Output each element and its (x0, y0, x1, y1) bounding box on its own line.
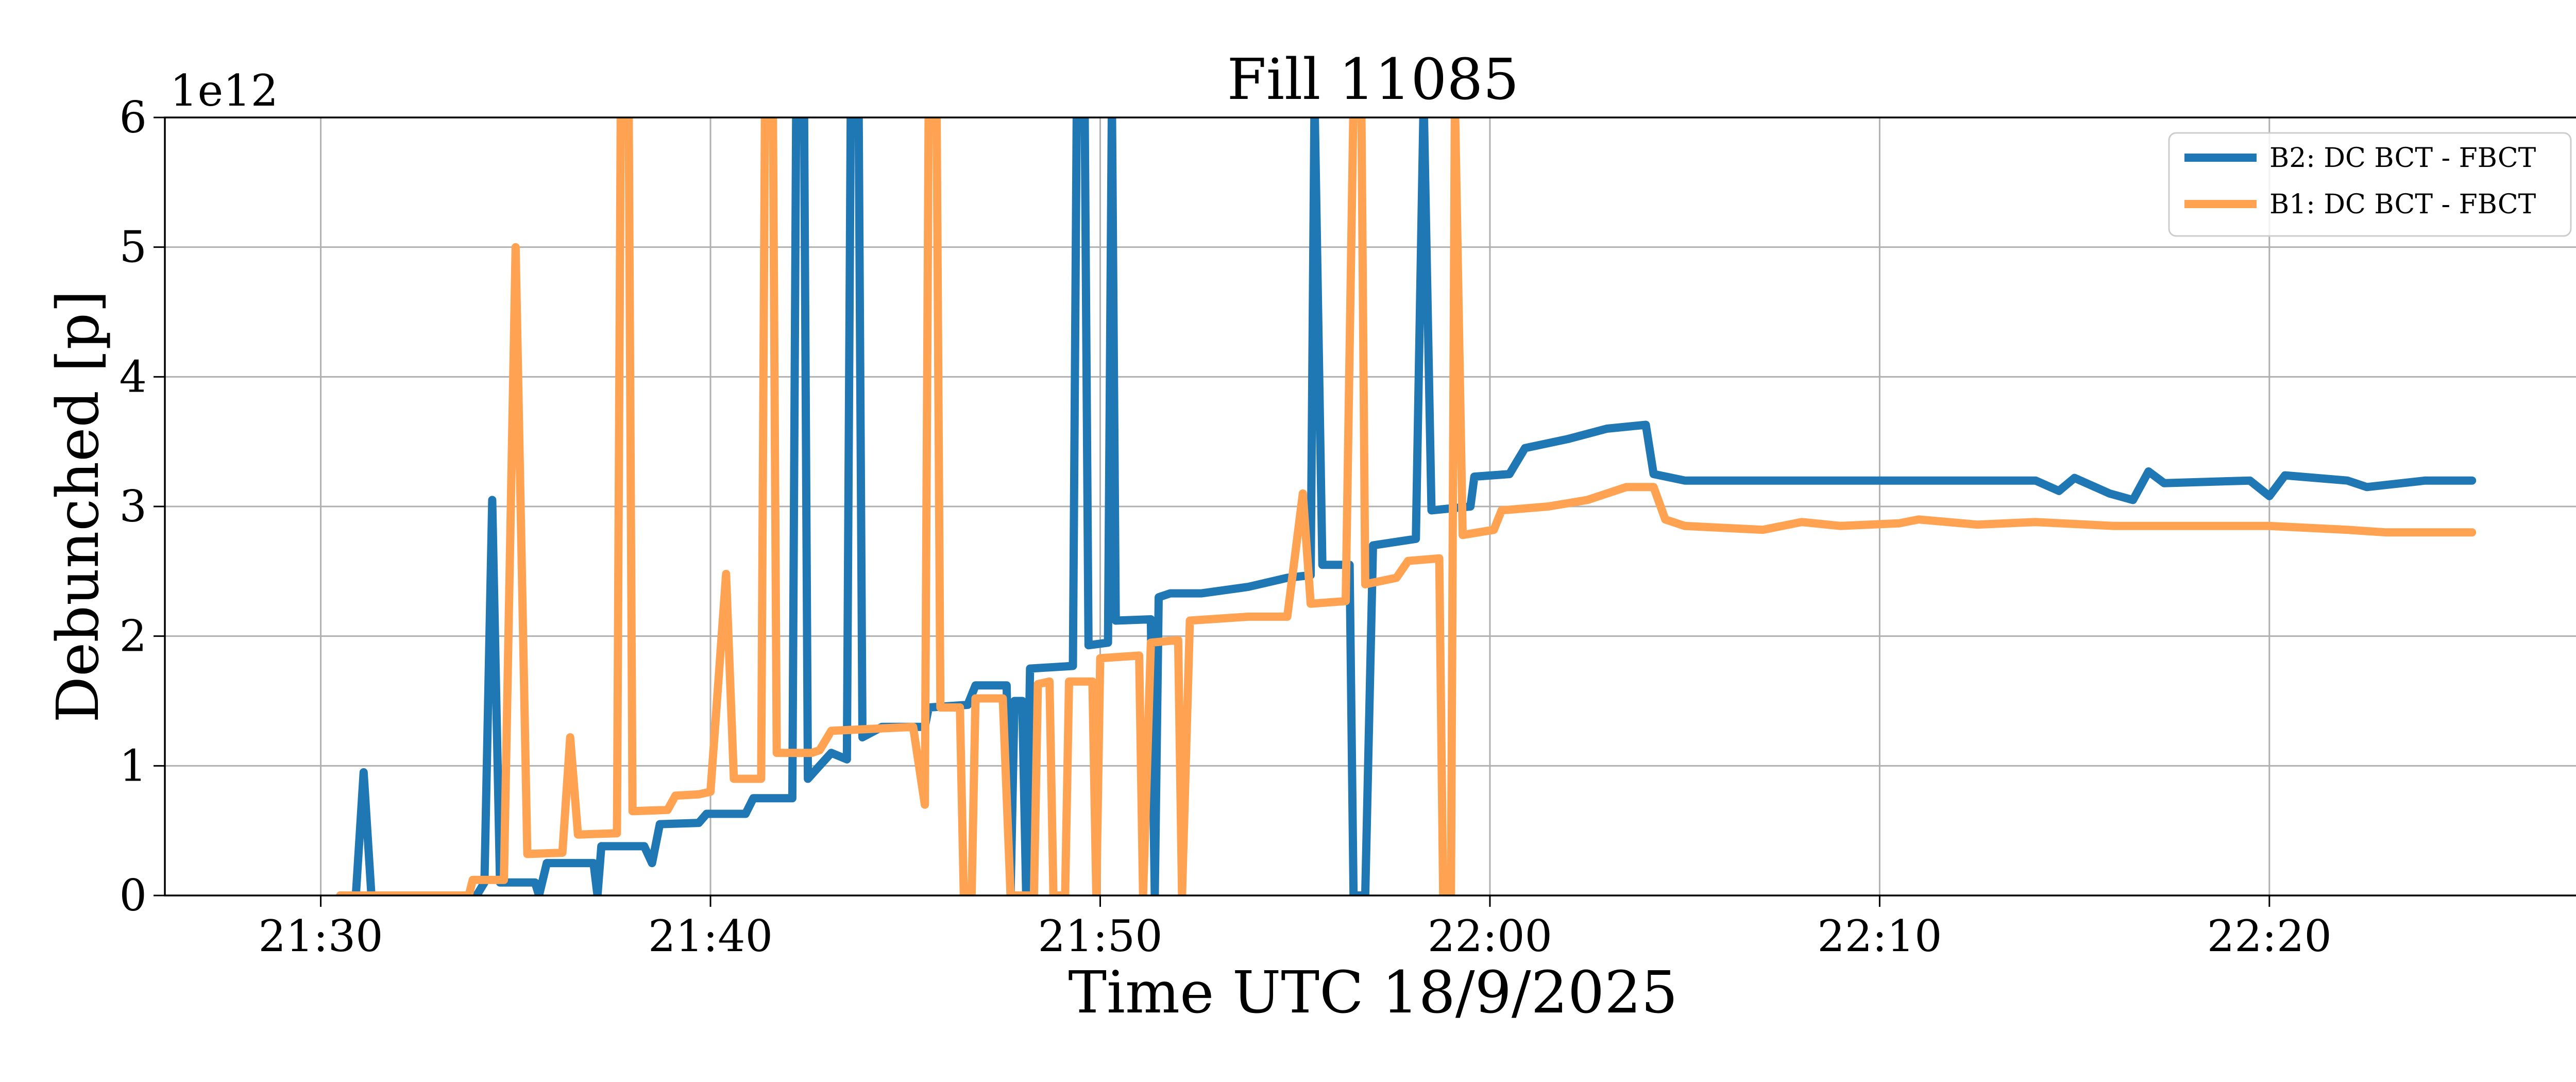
y-tick-label: 3 (120, 481, 147, 532)
series-line-b2 (336, 117, 2477, 895)
x-tick-label: 22:10 (1817, 911, 1942, 961)
series-layer (336, 117, 2477, 895)
y-axis: 0 1 2 3 4 5 6 (120, 92, 165, 921)
x-axis: 21:30 21:40 21:50 22:00 22:10 22:20 (259, 895, 2332, 961)
legend-label-b2: B2: DC BCT - FBCT (2269, 143, 2536, 174)
series-line-b1 (336, 117, 2477, 895)
y-tick-label: 1 (120, 740, 147, 791)
y-tick-label: 5 (120, 222, 147, 273)
x-tick-label: 21:40 (648, 911, 773, 961)
chart-title: Fill 11085 (1227, 46, 1519, 112)
x-tick-label: 22:00 (1428, 911, 1552, 961)
y-tick-label: 2 (120, 611, 147, 662)
y-tick-label: 0 (120, 870, 147, 921)
legend-box (2168, 132, 2572, 237)
legend: B2: DC BCT - FBCT B1: DC BCT - FBCT (2168, 132, 2572, 237)
x-tick-label: 22:20 (2207, 911, 2332, 961)
x-axis-label: Time UTC 18/9/2025 (1068, 959, 1677, 1026)
y-offset-label: 1e12 (170, 65, 278, 116)
x-tick-label: 21:30 (259, 911, 383, 961)
legend-label-b1: B1: DC BCT - FBCT (2269, 189, 2536, 220)
y-tick-label: 4 (120, 351, 147, 402)
y-axis-label: Debunched [p] (45, 290, 112, 723)
x-tick-label: 21:50 (1038, 911, 1162, 961)
y-tick-label: 6 (120, 92, 147, 143)
